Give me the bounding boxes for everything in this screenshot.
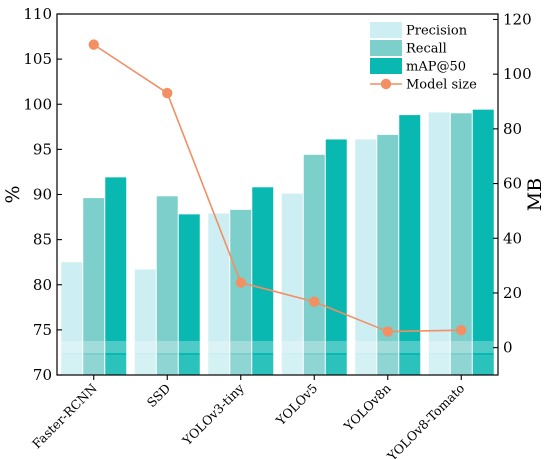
bar-band-upper-yolov5 <box>281 341 347 353</box>
bar-precision-faster-rcnn <box>61 262 83 375</box>
bar-band-upper-faster-rcnn <box>61 341 127 353</box>
point-model-size-yolov8n <box>382 326 393 337</box>
bar-map-50-faster-rcnn <box>105 177 127 375</box>
legend-swatch-map-50 <box>370 58 402 74</box>
bar-recall-yolov8n <box>377 134 399 375</box>
legend-label-model-size: Model size <box>406 78 477 93</box>
bar-recall-yolov5 <box>303 154 325 375</box>
bar-band-lower-ssd <box>134 355 200 375</box>
y-right-tick-label-0: 0 <box>503 339 513 357</box>
bar-precision-ssd <box>134 269 156 375</box>
point-model-size-yolov3-tiny <box>235 277 246 288</box>
point-model-size-yolov5 <box>309 296 320 307</box>
bars-layer <box>61 109 494 376</box>
lower-band-overlay <box>61 341 494 375</box>
bar-band-upper-yolov8n <box>355 341 421 353</box>
y-left-tick-label-70: 70 <box>33 366 52 384</box>
legend: Precision Recall mAP@50 Model size <box>370 22 477 93</box>
y-left-tick-label-105: 105 <box>23 50 52 68</box>
y-left-tick-label-110: 110 <box>23 5 52 23</box>
y-left-tick-label-75: 75 <box>33 321 52 339</box>
bar-precision-yolov5 <box>281 193 303 375</box>
line-model-size <box>93 43 462 333</box>
bar-precision-yolov8n <box>355 139 377 375</box>
y-left-tick-label-95: 95 <box>33 140 52 158</box>
bar-band-upper-yolov3-tiny <box>208 341 274 353</box>
y-right-tick-label-100: 100 <box>503 65 532 83</box>
bar-map-50-ssd <box>178 214 200 375</box>
bar-map-50-yolov8n <box>399 115 421 375</box>
legend-swatch-recall <box>370 40 402 56</box>
point-model-size-ssd <box>162 87 173 99</box>
y-right-tick-label-40: 40 <box>503 229 522 247</box>
y-right-tick-label-20: 20 <box>503 284 522 302</box>
legend-swatch-precision <box>370 22 402 38</box>
bar-map-50-yolov3-tiny <box>252 187 274 375</box>
legend-marker-model-size <box>380 78 392 90</box>
point-model-size-faster-rcnn <box>88 39 99 50</box>
bar-band-upper-ssd <box>134 341 200 353</box>
y-right-tick-label-120: 120 <box>503 10 532 28</box>
bar-band-lower-yolov8-tomato <box>428 355 494 375</box>
legend-label-precision: Precision <box>406 24 468 39</box>
y-right-axis-title: MB <box>524 178 546 211</box>
legend-label-map-50: mAP@50 <box>406 60 466 75</box>
bar-precision-yolov8-tomato <box>428 112 450 376</box>
bar-band-lower-yolov3-tiny <box>208 355 274 375</box>
y-right-tick-label-60: 60 <box>503 175 522 193</box>
y-left-tick-label-100: 100 <box>23 95 52 113</box>
bar-map-50-yolov8-tomato <box>472 109 494 375</box>
bar-band-lower-yolov5 <box>281 355 347 375</box>
bar-band-lower-faster-rcnn <box>61 355 127 375</box>
y-left-tick-label-90: 90 <box>33 186 52 204</box>
bar-precision-yolov3-tiny <box>208 213 230 375</box>
bar-recall-yolov3-tiny <box>230 209 252 375</box>
bar-recall-faster-rcnn <box>83 198 105 375</box>
y-left-axis-title: % <box>2 185 24 203</box>
bar-map-50-yolov5 <box>325 139 347 375</box>
model-size-line-layer <box>88 39 467 337</box>
bar-recall-ssd <box>156 196 178 375</box>
y-left-tick-label-80: 80 <box>33 276 52 294</box>
legend-label-recall: Recall <box>406 42 447 57</box>
y-right-tick-label-80: 80 <box>503 120 522 138</box>
point-model-size-yolov8-tomato <box>456 324 467 336</box>
bar-recall-yolov8-tomato <box>450 113 472 375</box>
y-left-tick-label-85: 85 <box>33 231 52 249</box>
bar-band-upper-yolov8-tomato <box>428 341 494 353</box>
bar-band-lower-yolov8n <box>355 355 421 375</box>
